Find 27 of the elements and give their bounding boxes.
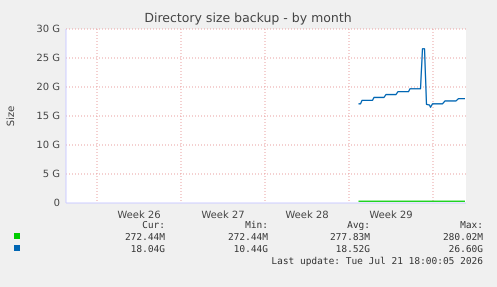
text: Cur:	[142, 220, 165, 231]
text: 10.44G	[234, 244, 268, 255]
y-tick-label: 20 G	[36, 82, 60, 94]
text: Avg:	[347, 220, 370, 231]
text: 18.52G	[336, 244, 370, 255]
y-tick-label: 10 G	[36, 140, 60, 152]
y-tick-label: 5 G	[42, 169, 60, 180]
x-tick-label: Week 26	[117, 210, 161, 222]
x-tick-label: Week 28	[285, 210, 329, 222]
line-series	[358, 48, 466, 108]
y-tick-label: 15 G	[36, 111, 60, 122]
y-tick-label: 30 G	[36, 24, 60, 36]
y-tick-label: 0	[54, 198, 60, 210]
text: 272.44M	[228, 232, 268, 243]
text: 272.44M	[124, 232, 166, 243]
x-tick-label: Week 29	[369, 210, 413, 222]
text: 277.83M	[330, 232, 370, 243]
text: 26.60G	[448, 244, 484, 255]
y-tick-label: 25 G	[36, 53, 60, 64]
text: Last update: Tue Jul 21 18:00:05 2026	[271, 256, 484, 267]
text: 18.04G	[130, 244, 166, 255]
text: Max:	[460, 220, 483, 231]
text: Min:	[245, 220, 268, 231]
text: 280.02M	[442, 232, 484, 243]
x-tick-label: Week 27	[201, 210, 245, 222]
y-axis-title: Size	[6, 106, 17, 126]
chart-title: Directory size backup - by month	[144, 10, 352, 25]
